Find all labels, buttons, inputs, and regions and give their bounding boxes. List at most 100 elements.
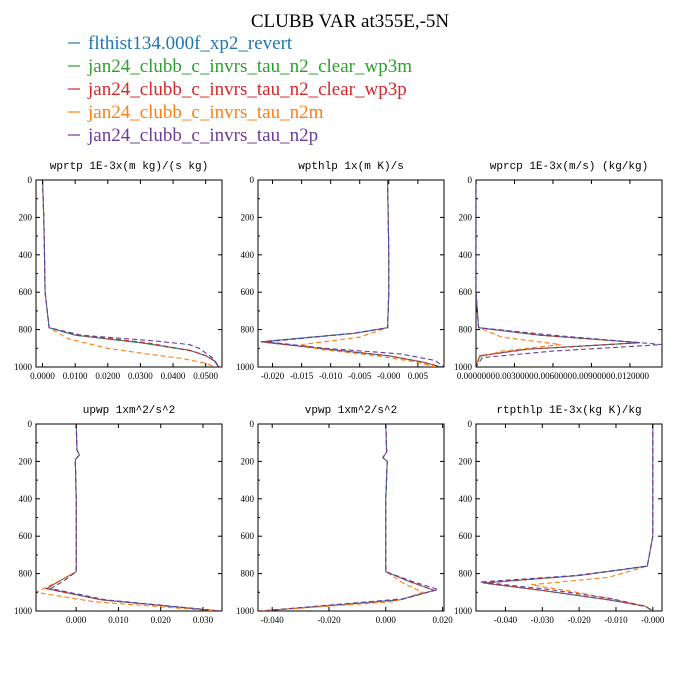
legend-label: jan24_clubb_c_invrs_tau_n2_clear_wp3p (87, 79, 407, 100)
series-line (476, 180, 641, 367)
series-group (260, 180, 444, 367)
y-tick-label: 800 (19, 569, 33, 579)
series-line (45, 424, 220, 611)
series-group (41, 180, 220, 367)
y-tick-label: 600 (459, 531, 473, 541)
x-tick-label: -0.000 (641, 615, 665, 625)
y-tick-label: 400 (241, 494, 255, 504)
y-tick-label: 800 (459, 569, 473, 579)
x-tick-label: 0.0100 (63, 371, 88, 381)
y-tick-label: 400 (459, 250, 473, 260)
x-tick-label: 0.0060000 (534, 371, 573, 381)
series-line (476, 180, 641, 367)
series-line (41, 180, 220, 367)
panel-title: vpwp 1xm^2/s^2 (305, 405, 397, 417)
series-group (36, 424, 220, 611)
plot-frame (475, 179, 663, 368)
series-line (301, 180, 436, 367)
panels: wprtp 1E-3x(m kg)/(s kg) 0 200 400 600 800 100… (14, 161, 665, 625)
chart-panel: upwp 1xm^2/s^2 0 200 400 600 800 1000 0.000 0.01… (14, 405, 223, 625)
series-line (479, 424, 654, 611)
x-tick-label: -0.020 (317, 615, 341, 625)
x-tick-label: 0.0500 (193, 371, 218, 381)
y-tick-label: 200 (241, 456, 255, 466)
legend-item: jan24_clubb_c_invrs_tau_n2_clear_wp3m (68, 56, 412, 77)
plot-frame (257, 423, 445, 612)
series-line (36, 424, 216, 611)
chart-panel: rtpthlp 1E-3x(kg K)/kg 0 200 400 600 800 1000 -… (454, 405, 665, 625)
plot-frame (475, 423, 663, 612)
y-tick-label: 1000 (14, 362, 33, 372)
series-line (476, 180, 561, 367)
y-tick-label: 600 (459, 287, 473, 297)
series-line (483, 424, 654, 611)
x-tick-label: 0.000 (376, 615, 397, 625)
x-tick-label: 0.020 (432, 615, 453, 625)
y-tick-label: 600 (241, 531, 255, 541)
y-tick-label: 0 (250, 175, 255, 185)
y-tick-label: 0 (28, 419, 33, 429)
y-tick-label: 200 (19, 212, 33, 222)
x-tick-label: -0.010 (319, 371, 343, 381)
legend-label: jan24_clubb_c_invrs_tau_n2_clear_wp3m (87, 56, 412, 77)
y-tick-label: 0 (250, 419, 255, 429)
y-tick-label: 1000 (454, 362, 473, 372)
panel-title: rtpthlp 1E-3x(kg K)/kg (496, 405, 641, 417)
series-line (266, 180, 444, 367)
y-tick-label: 800 (241, 569, 255, 579)
legend-label: flthist134.000f_xp2_revert (88, 33, 293, 54)
series-line (260, 424, 436, 611)
y-tick-label: 0 (468, 419, 473, 429)
chart-panel: wprtp 1E-3x(m kg)/(s kg) 0 200 400 600 800 100… (14, 161, 223, 381)
series-line (483, 424, 654, 611)
series-line (45, 424, 220, 611)
legend-item: jan24_clubb_c_invrs_tau_n2_clear_wp3p (68, 79, 407, 100)
y-tick-label: 0 (468, 175, 473, 185)
y-tick-label: 600 (19, 287, 33, 297)
series-line (260, 424, 441, 611)
series-group (479, 424, 654, 611)
x-tick-label: 0.010 (108, 615, 129, 625)
y-tick-label: 1000 (236, 362, 255, 372)
plot-frame (257, 179, 445, 368)
legend-item: jan24_clubb_c_invrs_tau_n2m (68, 102, 324, 123)
x-tick-label: 0.0200 (95, 371, 120, 381)
panel-title: wprtp 1E-3x(m kg)/(s kg) (50, 161, 208, 173)
y-tick-label: 400 (459, 494, 473, 504)
y-tick-label: 1000 (236, 606, 255, 616)
y-tick-label: 600 (241, 287, 255, 297)
x-tick-label: 0.0000000 (457, 371, 496, 381)
y-tick-label: 200 (241, 212, 255, 222)
figure-title: CLUBB VAR at355E,-5N (251, 11, 450, 32)
y-tick-label: 200 (459, 212, 473, 222)
series-line (41, 180, 216, 367)
y-tick-label: 400 (19, 494, 33, 504)
y-tick-label: 1000 (454, 606, 473, 616)
x-tick-label: -0.020 (261, 371, 285, 381)
series-line (260, 424, 436, 611)
x-tick-label: -0.015 (290, 371, 314, 381)
y-tick-label: 1000 (14, 606, 33, 616)
legend-item: jan24_clubb_c_invrs_tau_n2p (68, 125, 318, 146)
series-line (260, 180, 442, 367)
series-group (260, 424, 441, 611)
panel-title: wpthlp 1x(m K)/s (298, 161, 404, 173)
series-line (476, 180, 641, 367)
x-tick-label: -0.000 (377, 371, 401, 381)
x-tick-label: -0.040 (261, 615, 285, 625)
series-line (476, 180, 662, 367)
series-line (260, 180, 442, 367)
y-tick-label: 400 (19, 250, 33, 260)
series-group (476, 180, 662, 367)
series-line (41, 180, 220, 367)
legend-item: flthist134.000f_xp2_revert (68, 33, 293, 54)
series-line (41, 180, 220, 367)
x-tick-label: 0.0030000 (495, 371, 534, 381)
x-tick-label: -0.005 (348, 371, 372, 381)
x-tick-label: 0.030 (193, 615, 214, 625)
x-tick-label: 0.0090000 (572, 371, 611, 381)
x-tick-label: 0.0400 (161, 371, 186, 381)
x-tick-label: 0.0300 (128, 371, 153, 381)
x-tick-label: -0.040 (494, 615, 518, 625)
